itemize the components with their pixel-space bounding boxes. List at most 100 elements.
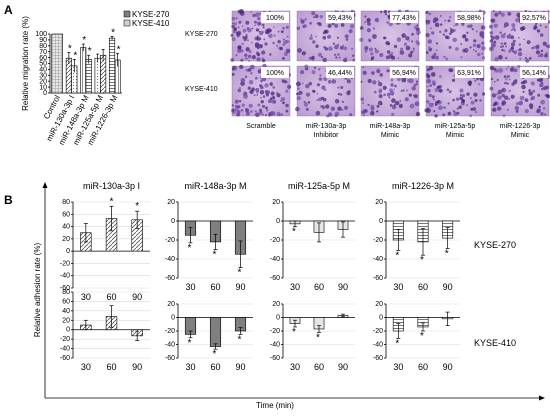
micrograph-percent-box [455, 67, 483, 78]
migration-y-tick-label: 80 [39, 43, 47, 50]
adhesion-y-tick-label: -40 [373, 256, 383, 263]
migration-y-tick-label: 10 [39, 84, 47, 91]
adhesion-y-tick-label: 0 [66, 248, 70, 255]
adhesion-time-label: 90 [132, 292, 142, 302]
adhesion-y-tick-label: -40 [60, 346, 70, 353]
micrograph-caption: Inhibitor [314, 132, 340, 139]
adhesion-panel: -60 -40 -20 0 20 * 30 * 60 * 90 [373, 199, 460, 292]
legend-swatch [123, 19, 131, 27]
adhesion-y-tick-label: 40 [62, 224, 70, 231]
adhesion-significance-star: * [213, 250, 217, 261]
micrograph-percent: 100% [266, 15, 284, 22]
migration-significance-star: * [117, 44, 121, 55]
adhesion-time-label: 90 [235, 362, 245, 372]
micrograph-caption: miR-148a-3p [370, 123, 411, 130]
legend-label: KYSE-270 [132, 10, 170, 19]
micrograph-percent-box [520, 67, 548, 78]
adhesion-time-label: 60 [210, 362, 220, 372]
micrograph-caption: Mimic [511, 132, 530, 139]
adhesion-y-tick-label: -20 [60, 260, 70, 267]
adhesion-panel: -60 -40 -20 0 20 40 60 80 30 * 60 * 90 [60, 196, 150, 302]
adhesion-time-label: 30 [290, 362, 300, 372]
adhesion-significance-star: * [292, 227, 296, 238]
adhesion-time-label: 30 [185, 282, 195, 292]
migration-bar [80, 47, 87, 94]
adhesion-y-tick-label: 80 [62, 289, 70, 296]
panel-letter-b: B [4, 193, 13, 207]
migration-y-tick-label: 0 [43, 90, 47, 97]
adhesion-y-tick-label: -20 [373, 237, 383, 244]
adhesion-y-tick-label: 0 [171, 218, 175, 225]
micrograph-caption: miR-125a-5p [435, 123, 476, 130]
migration-significance-star: * [82, 35, 86, 46]
migration-significance-star: * [68, 43, 72, 54]
adhesion-significance-star: * [420, 331, 424, 342]
adhesion-y-tick-label: 20 [272, 301, 280, 308]
adhesion-significance-star: * [110, 196, 114, 207]
adhesion-x-axis-label: Time (min) [256, 401, 294, 410]
adhesion-panel: -60 -40 -20 0 20 * 30 * 60 90 [373, 301, 460, 372]
adhesion-y-tick-label: -60 [165, 355, 175, 362]
adhesion-time-label: 60 [106, 292, 116, 302]
adhesion-time-label: 30 [185, 362, 195, 372]
migration-y-tick-label: 90 [39, 37, 47, 44]
micrograph-percent: 63,91% [457, 70, 481, 77]
panel-letter-a: A [4, 3, 13, 17]
micrograph-percent-box [390, 67, 418, 78]
adhesion-significance-star: * [395, 250, 399, 261]
adhesion-significance-star: * [238, 268, 242, 279]
adhesion-y-tick-label: -20 [165, 328, 175, 335]
adhesion-y-tick-label: 0 [276, 315, 280, 322]
adhesion-significance-star: * [238, 334, 242, 345]
micrograph-percent-box [261, 67, 289, 78]
migration-y-tick-label: 70 [39, 49, 47, 56]
migration-y-tick-label: 50 [39, 61, 47, 68]
adhesion-y-tick-label: -60 [373, 355, 383, 362]
adhesion-y-tick-label: -60 [373, 275, 383, 282]
migration-y-axis-label: Relative migration rate (%) [21, 16, 30, 111]
micrograph-percent: 46,44% [328, 70, 352, 77]
adhesion-y-tick-label: 40 [62, 308, 70, 315]
adhesion-time-label: 90 [338, 282, 348, 292]
migration-y-tick-label: 100 [35, 31, 47, 38]
adhesion-y-tick-label: 80 [62, 199, 70, 206]
adhesion-time-label: 30 [393, 282, 403, 292]
adhesion-y-tick-label: 20 [375, 301, 383, 308]
migration-y-tick-label: 30 [39, 73, 47, 80]
adhesion-time-label: 90 [235, 282, 245, 292]
adhesion-time-label: 90 [443, 362, 453, 372]
adhesion-time-label: 30 [81, 292, 91, 302]
migration-bar [85, 59, 92, 94]
adhesion-y-tick-label: 0 [379, 315, 383, 322]
migration-bar [109, 37, 116, 94]
adhesion-bar [209, 317, 222, 347]
transwell-micrographs: KYSE-270 100% 59,43% 77,43% 58,98% 92,57% KYSE… [185, 9, 550, 139]
adhesion-column-title: miR-148a-3p M [184, 181, 246, 191]
adhesion-y-tick-label: -40 [165, 256, 175, 263]
adhesion-time-label: 30 [81, 362, 91, 372]
adhesion-y-tick-label: -40 [270, 342, 280, 349]
micrograph-percent-box [390, 12, 418, 23]
micrograph-percent: 56,14% [522, 70, 546, 77]
adhesion-y-tick-label: 20 [62, 317, 70, 324]
adhesion-y-tick-label: -60 [60, 355, 70, 362]
adhesion-y-tick-label: -40 [373, 342, 383, 349]
adhesion-y-tick-label: -20 [60, 336, 70, 343]
adhesion-y-tick-label: -60 [165, 275, 175, 282]
adhesion-y-tick-label: -20 [270, 237, 280, 244]
adhesion-significance-star: * [188, 338, 192, 349]
adhesion-time-label: 90 [132, 362, 142, 372]
micrograph-percent-box [261, 12, 289, 23]
adhesion-time-label: 60 [210, 282, 220, 292]
micrograph-percent-box [455, 12, 483, 23]
adhesion-significance-star: * [395, 338, 399, 349]
migration-y-tick-label: 20 [39, 78, 47, 85]
adhesion-panel: -60 -40 -20 0 20 * 30 * 60 90 [270, 301, 355, 372]
adhesion-panel: -60 -40 -20 0 20 * 30 * 60 * 90 [165, 199, 253, 292]
adhesion-y-arrow [42, 182, 48, 188]
adhesion-time-label: 60 [418, 362, 428, 372]
adhesion-y-tick-label: 0 [379, 218, 383, 225]
adhesion-row-label: KYSE-270 [474, 240, 516, 250]
adhesion-significance-star: * [213, 349, 217, 360]
